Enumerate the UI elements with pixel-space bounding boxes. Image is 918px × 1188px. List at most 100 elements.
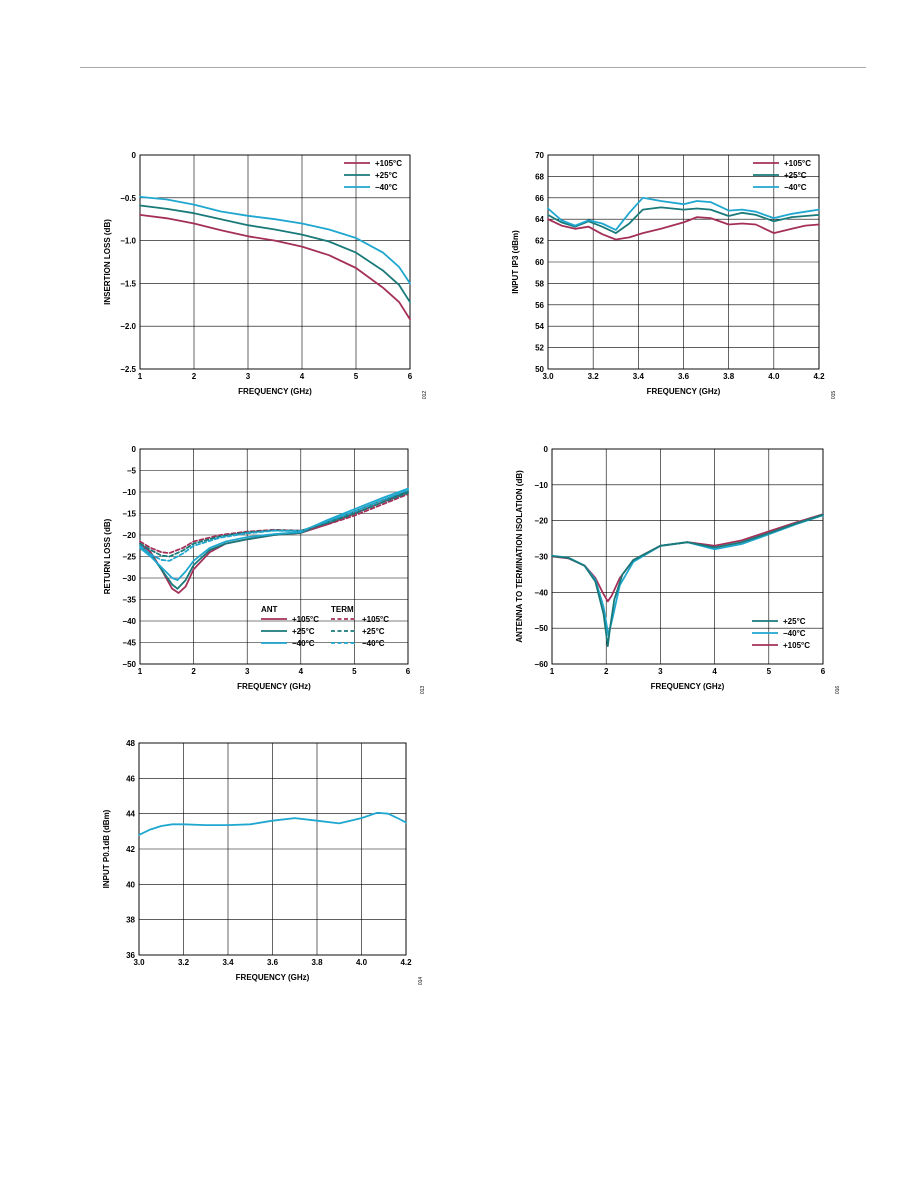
x-tick-label: 4.0	[768, 372, 780, 381]
legend-label: +25°C	[292, 627, 315, 636]
y-tick-label: −0.5	[120, 194, 136, 203]
legend-label: +25°C	[784, 171, 807, 180]
x-tick-label: 2	[192, 372, 197, 381]
x-tick-label: 3.0	[542, 372, 554, 381]
x-tick-label: 3	[246, 372, 251, 381]
plot-frame	[139, 154, 411, 370]
y-tick-label: −45	[122, 639, 136, 648]
series-line	[547, 206, 820, 235]
series-line	[139, 488, 409, 562]
figure-code: 015	[831, 391, 837, 400]
x-axis-label: FREQUENCY (GHz)	[237, 682, 311, 691]
y-tick-label: −30	[122, 574, 136, 583]
x-tick-label: 3.2	[588, 372, 600, 381]
x-tick-label: 4	[299, 667, 304, 676]
series-line	[139, 487, 409, 581]
legend-label: −40°C	[784, 183, 807, 192]
y-tick-label: 52	[535, 344, 544, 353]
plot-frame	[138, 742, 407, 956]
y-tick-label: 36	[126, 951, 135, 960]
y-tick-label: −40	[534, 588, 548, 597]
legend-label: +25°C	[783, 617, 806, 626]
y-tick-label: −50	[122, 660, 136, 669]
y-tick-label: −40	[122, 617, 136, 626]
y-tick-label: 54	[535, 322, 544, 331]
x-axis-label: FREQUENCY (GHz)	[238, 387, 312, 396]
y-tick-label: 62	[535, 237, 544, 246]
y-axis-label: INPUT P0.1dB (dBm)	[102, 809, 111, 888]
series-line	[138, 811, 407, 836]
legend-label: −40°C	[362, 639, 385, 648]
legend-label: +105°C	[362, 615, 389, 624]
series-line	[547, 216, 820, 241]
figure-code: 012	[422, 391, 428, 400]
y-tick-label: −20	[534, 517, 548, 526]
y-axis-label: INPUT IP3 (dBm)	[511, 230, 520, 294]
header-rule	[80, 67, 866, 68]
x-tick-label: 3.4	[222, 958, 234, 967]
x-tick-label: 3	[658, 667, 663, 676]
figure-code: 014	[418, 977, 424, 986]
y-axis-label: RETURN LOSS (dB)	[103, 518, 112, 594]
y-tick-label: −10	[122, 488, 136, 497]
x-tick-label: 3.0	[133, 958, 145, 967]
legend-heading-term: TERM	[331, 605, 354, 614]
legend-label: +105°C	[292, 615, 319, 624]
y-tick-label: −20	[122, 531, 136, 540]
legend-label: −40°C	[375, 183, 398, 192]
y-tick-label: −2.0	[120, 322, 136, 331]
y-tick-label: −1.0	[120, 237, 136, 246]
x-tick-label: 3.6	[267, 958, 279, 967]
x-tick-label: 3.8	[311, 958, 323, 967]
legend-label: +25°C	[375, 171, 398, 180]
y-tick-label: 60	[535, 258, 544, 267]
y-axis-label: INSERTION LOSS (dB)	[103, 219, 112, 305]
x-tick-label: 5	[767, 667, 772, 676]
y-tick-label: −10	[534, 481, 548, 490]
x-tick-label: 1	[138, 667, 143, 676]
y-axis-label: ANTENNA TO TERMINATION ISOLATION (dB)	[515, 470, 524, 643]
series-line	[139, 491, 409, 558]
x-axis-label: FREQUENCY (GHz)	[647, 387, 721, 396]
y-tick-label: 0	[544, 445, 549, 454]
x-tick-label: 1	[138, 372, 143, 381]
series-line	[139, 493, 409, 554]
y-tick-label: 38	[126, 916, 135, 925]
legend-label: +25°C	[362, 627, 385, 636]
y-tick-label: 40	[126, 880, 135, 889]
y-tick-label: 70	[535, 151, 544, 160]
x-tick-label: 3.8	[723, 372, 735, 381]
x-tick-label: 6	[821, 667, 826, 676]
figure-code: 013	[420, 686, 426, 695]
y-tick-label: 64	[535, 215, 544, 224]
y-tick-label: −35	[122, 596, 136, 605]
y-tick-label: 44	[126, 810, 135, 819]
x-tick-label: 3.4	[633, 372, 645, 381]
y-tick-label: −5	[127, 467, 137, 476]
series-line	[551, 513, 824, 647]
x-tick-label: 6	[406, 667, 411, 676]
x-tick-label: 4.2	[813, 372, 825, 381]
y-tick-label: −15	[122, 510, 136, 519]
series-line	[547, 196, 820, 231]
x-tick-label: 5	[354, 372, 359, 381]
legend-label: +105°C	[784, 159, 811, 168]
figure-code: 016	[835, 686, 841, 695]
y-tick-label: 56	[535, 301, 544, 310]
legend-label: −40°C	[292, 639, 315, 648]
y-tick-label: 48	[126, 739, 135, 748]
y-tick-label: 50	[535, 365, 544, 374]
y-tick-label: 58	[535, 279, 544, 288]
y-tick-label: −2.5	[120, 365, 136, 374]
y-tick-label: −50	[534, 624, 548, 633]
x-tick-label: 2	[604, 667, 609, 676]
x-axis-label: FREQUENCY (GHz)	[236, 973, 310, 982]
legend-label: −40°C	[783, 629, 806, 638]
plot-frame	[547, 154, 820, 370]
y-tick-label: 46	[126, 774, 135, 783]
plot-frame	[139, 448, 409, 665]
